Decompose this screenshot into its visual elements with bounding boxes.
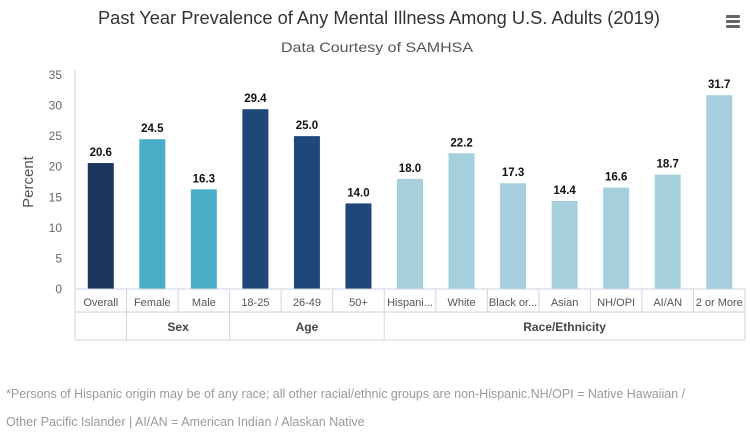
y-tick-label: 15	[49, 190, 63, 204]
bar-chart: Past Year Prevalence of Any Mental Illne…	[20, 8, 746, 341]
y-tick-label: 20	[49, 160, 63, 174]
group-label: Sex	[167, 320, 189, 334]
bar	[603, 187, 630, 289]
group-label: Age	[296, 320, 319, 334]
y-tick-label: 5	[55, 251, 62, 265]
x-tick-label: Asian	[551, 297, 579, 309]
x-tick-label: NH/OPI	[597, 297, 635, 309]
hamburger-menu-icon[interactable]	[726, 15, 740, 29]
x-tick-label: 50+	[349, 297, 368, 309]
bar	[397, 178, 423, 289]
x-tick-label: Hispani...	[387, 297, 433, 309]
y-tick-label: 10	[49, 221, 63, 235]
y-tick-label: 30	[49, 99, 63, 113]
bar	[551, 200, 578, 289]
x-tick-label: 18-25	[241, 297, 269, 309]
data-label: 14.4	[553, 185, 576, 197]
bar	[87, 163, 114, 289]
x-tick-label: Black or...	[489, 297, 537, 309]
data-label: 18.0	[399, 163, 421, 175]
bar	[190, 189, 217, 289]
bar	[500, 183, 527, 289]
data-label: 20.6	[90, 147, 112, 159]
data-label: 14.0	[347, 187, 369, 199]
footnote-line-2: Other Pacific Islander | AI/AN = America…	[6, 415, 365, 429]
y-tick-label: 0	[55, 282, 62, 296]
bar	[706, 95, 733, 289]
data-label: 18.7	[656, 159, 678, 171]
x-tick-label: Female	[134, 297, 171, 309]
y-tick-label: 25	[49, 129, 63, 143]
x-tick-label: Male	[192, 297, 216, 309]
x-tick-label: 2 or More	[696, 297, 743, 309]
data-label: 25.0	[296, 120, 318, 132]
x-tick-label: White	[447, 297, 475, 309]
x-tick-label: AI/AN	[653, 297, 682, 309]
group-label: Race/Ethnicity	[523, 320, 606, 334]
bar	[139, 139, 166, 289]
chart-title: Past Year Prevalence of Any Mental Illne…	[98, 8, 660, 28]
bar	[242, 109, 269, 290]
data-label: 29.4	[244, 93, 267, 105]
bar	[448, 153, 475, 289]
data-label: 17.3	[502, 167, 524, 179]
x-tick-label: 26-49	[293, 297, 321, 309]
y-tick-label: 35	[49, 68, 63, 82]
data-label: 22.2	[450, 137, 472, 149]
bar	[654, 174, 681, 289]
bar	[293, 136, 320, 289]
data-label: 24.5	[141, 123, 164, 135]
bar	[345, 203, 372, 289]
chart-subtitle: Data Courtesy of SAMHSA	[281, 39, 474, 55]
y-axis-label: Percent	[20, 155, 37, 208]
x-tick-label: Overall	[83, 297, 118, 309]
data-label: 16.6	[605, 172, 627, 184]
data-label: 31.7	[708, 79, 730, 91]
footnote-line-1: *Persons of Hispanic origin may be of an…	[6, 387, 686, 401]
data-label: 16.3	[193, 173, 215, 185]
